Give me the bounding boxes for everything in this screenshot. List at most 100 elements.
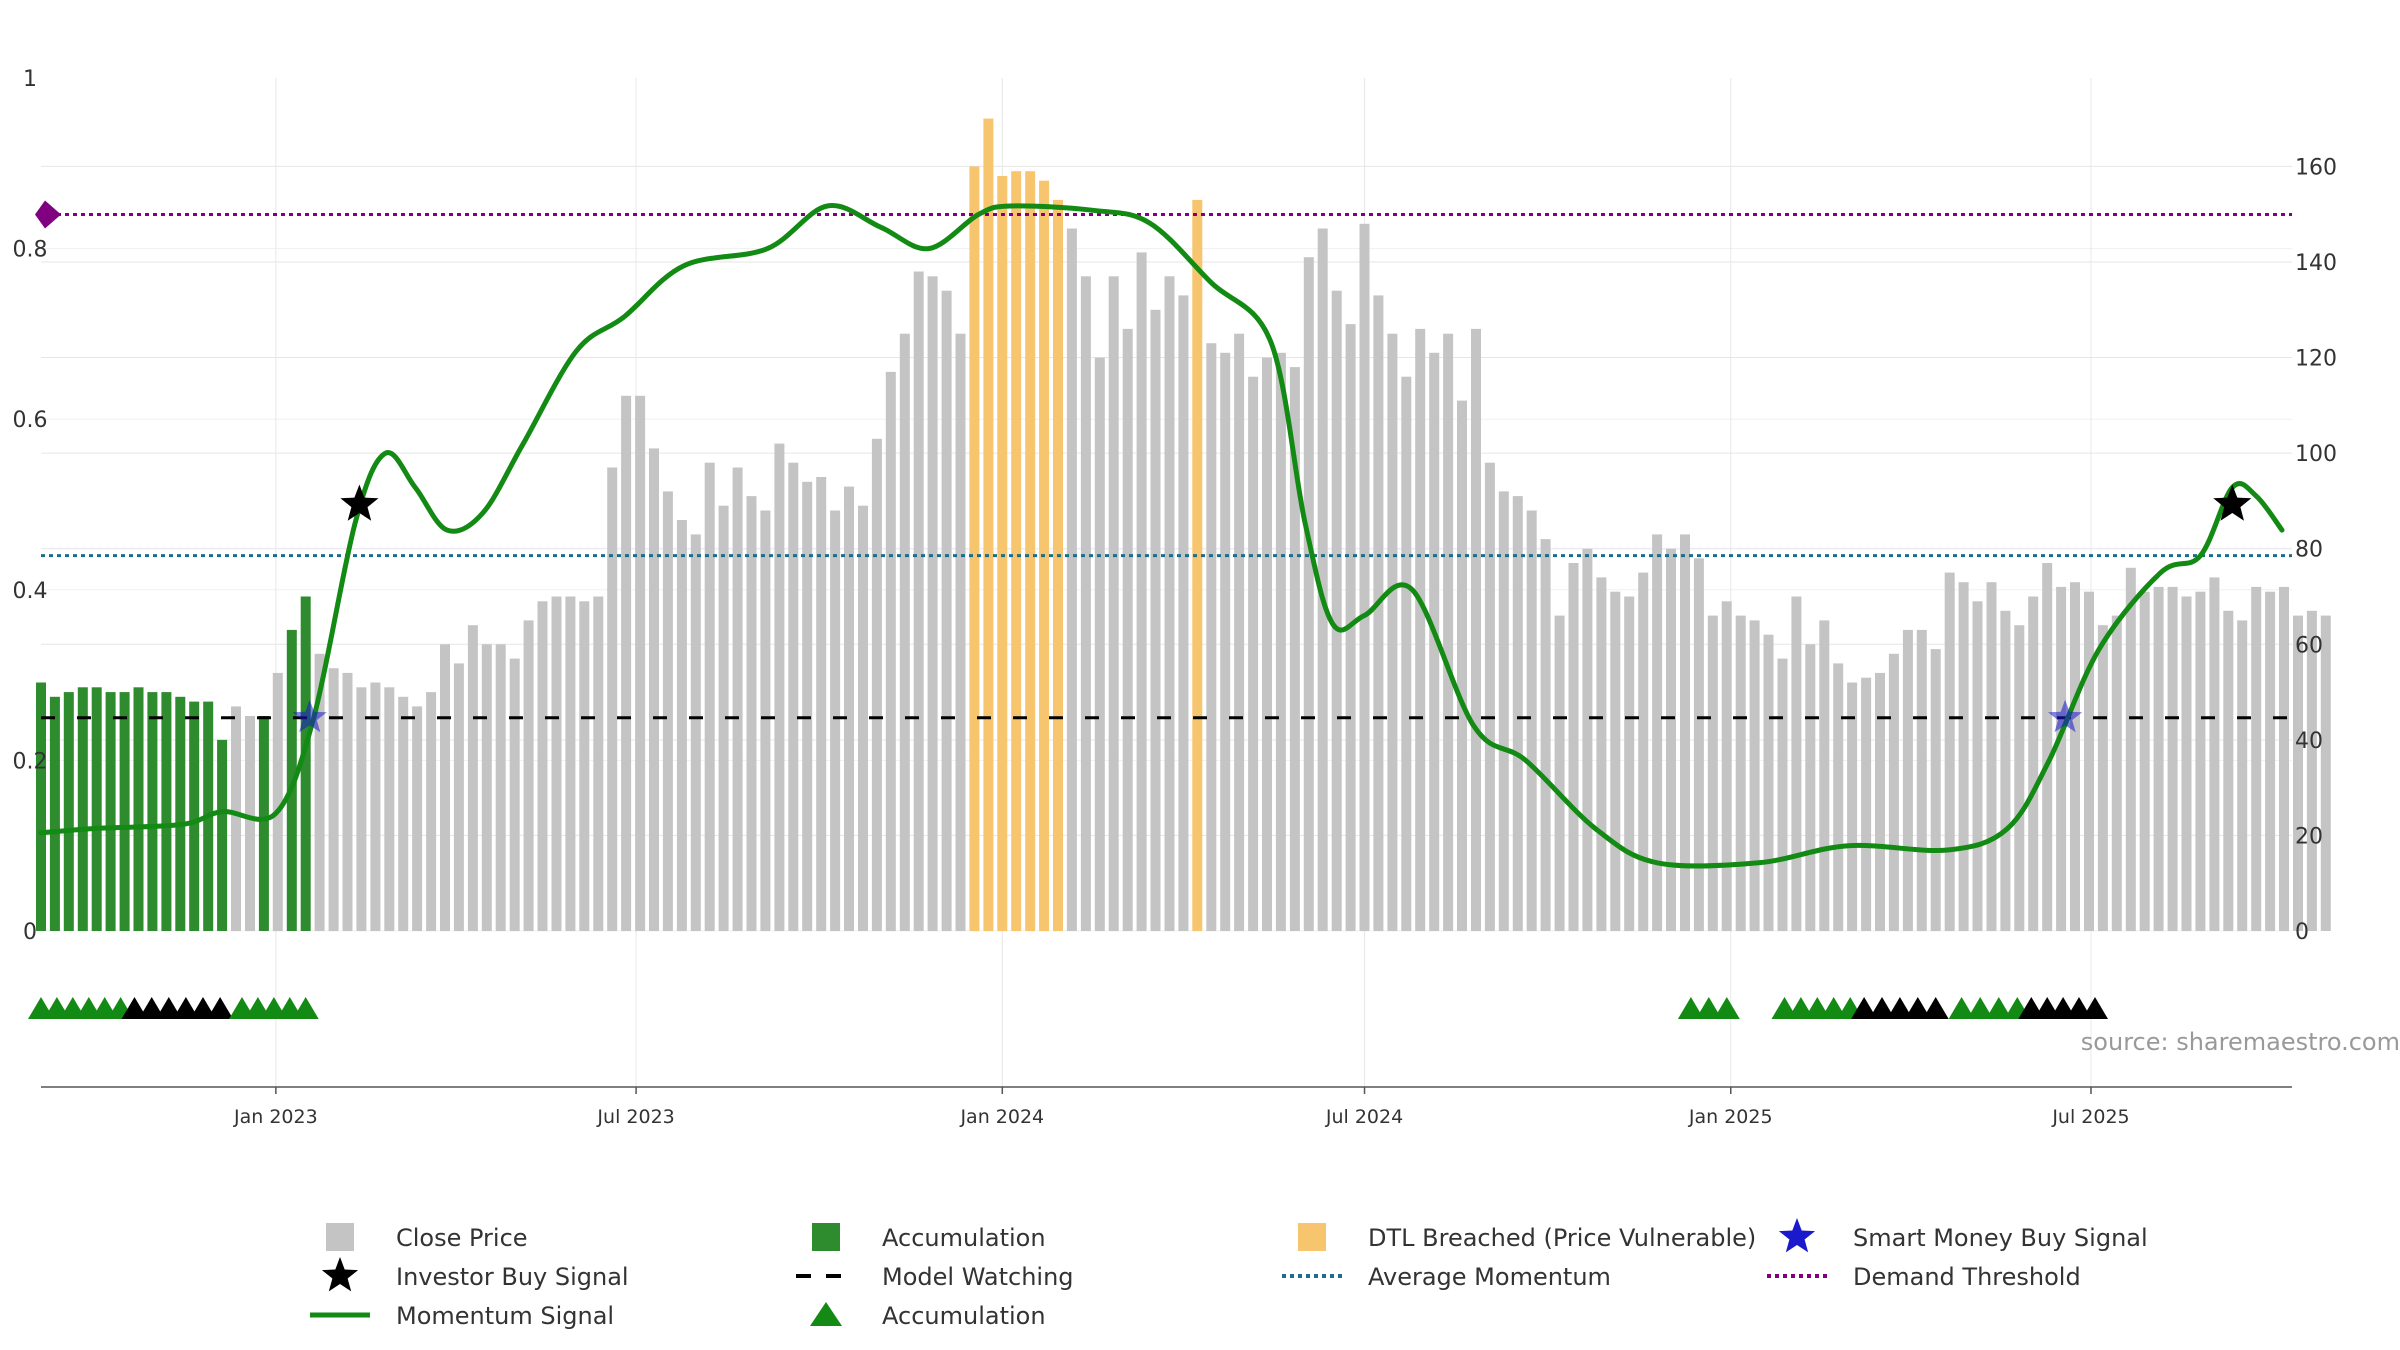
left-tick-label: 0 <box>23 920 37 945</box>
price-bar <box>662 491 673 931</box>
price-bar <box>272 672 283 931</box>
investor-buy-star-icon <box>340 484 379 521</box>
smart-money-star-icon <box>292 699 327 733</box>
investor-buy-star-icon <box>2213 484 2252 521</box>
price-bar <box>1150 309 1161 931</box>
axes: Jan 2023 Jul 2023 Jan 2024 Jul 2024 Jan 2025… <box>13 67 2338 1128</box>
price-bar <box>147 692 158 931</box>
price-bar <box>1248 376 1259 931</box>
accumulation-triangle-icon <box>1771 997 1798 1019</box>
price-bar <box>440 644 450 931</box>
price-bar <box>217 739 228 931</box>
price-bar <box>2111 615 2122 931</box>
price-bar <box>300 596 311 931</box>
price-bar <box>328 668 339 931</box>
price-bar <box>2056 586 2067 931</box>
price-bar <box>481 644 492 931</box>
right-tick-label: 60 <box>2295 633 2323 658</box>
price-bar <box>1164 276 1175 931</box>
price-bar <box>2279 586 2289 931</box>
accumulation-triangle-icon <box>1804 997 1831 1019</box>
price-bar <box>2306 610 2317 931</box>
price-bar <box>1944 572 1955 931</box>
price-bar <box>690 534 701 931</box>
x-tick-label: Jul 2023 <box>596 1106 674 1128</box>
price-bar <box>1721 601 1732 931</box>
price-bar <box>858 505 868 931</box>
price-bar <box>91 687 102 931</box>
momentum-signal-line <box>38 203 2285 869</box>
price-bar <box>2181 596 2192 931</box>
price-bar <box>718 505 729 931</box>
accumulation-triangle-icon <box>1820 997 1847 1019</box>
price-bar <box>551 596 562 931</box>
price-bar <box>2293 615 2303 931</box>
price-bar <box>49 696 60 931</box>
price-bar <box>2195 591 2206 931</box>
buy-signal-markers <box>292 484 2252 733</box>
price-bar <box>1833 663 1844 931</box>
right-tick-label: 80 <box>2295 538 2323 563</box>
price-bar <box>579 601 590 931</box>
price-bar <box>885 371 896 931</box>
price-bar <box>649 448 659 931</box>
left-tick-label: 0.8 <box>13 238 48 263</box>
price-bar <box>2153 586 2164 931</box>
price-bar <box>830 510 841 931</box>
price-bar <box>1624 596 1635 931</box>
left-tick-label: 0.4 <box>13 579 48 604</box>
price-bar <box>1777 658 1788 931</box>
accumulation-triangle-icon <box>121 997 148 1019</box>
price-bar <box>1429 352 1440 931</box>
accumulation-triangle-icon <box>1677 997 1704 1019</box>
legend-star-icon <box>321 1257 359 1292</box>
price-bar <box>509 658 520 931</box>
price-bar <box>1317 228 1328 931</box>
price-bar <box>635 395 646 931</box>
price-bar <box>1819 620 1830 931</box>
price-bar <box>732 467 743 931</box>
legend-square-icon <box>326 1223 354 1251</box>
price-bar <box>1443 333 1454 931</box>
price-bar <box>1540 539 1551 931</box>
price-bar <box>1401 376 1412 931</box>
price-bar <box>189 701 200 931</box>
accumulation-triangle-icon <box>2082 997 2108 1019</box>
right-tick-label: 0 <box>2295 920 2309 945</box>
legend-label: DTL Breached (Price Vulnerable) <box>1368 1224 1756 1252</box>
accumulation-triangle-icon <box>1967 997 1994 1019</box>
price-bar <box>245 716 255 931</box>
price-bar <box>746 496 757 931</box>
demand-threshold-marker <box>35 200 61 229</box>
legend: Close Price Investor Buy Signal Momentum S… <box>310 1218 2148 1330</box>
price-bar <box>412 706 423 931</box>
price-bar <box>1568 563 1579 931</box>
price-bar <box>119 692 130 931</box>
price-bar <box>1122 328 1133 931</box>
right-tick-label: 40 <box>2295 729 2323 754</box>
legend-label: Momentum Signal <box>396 1302 614 1330</box>
legend-triangle-icon <box>810 1302 842 1326</box>
accumulation-triangle-icon <box>155 997 182 1019</box>
price-bar <box>1373 295 1384 931</box>
price-bar <box>802 481 813 931</box>
price-bar <box>1735 615 1746 931</box>
left-tick-label: 1 <box>23 67 37 92</box>
price-bar <box>384 687 395 931</box>
price-bar <box>844 486 854 931</box>
price-bar <box>1861 677 1872 931</box>
price-bar <box>2167 586 2178 931</box>
price-bar <box>997 176 1008 931</box>
price-bar <box>2320 615 2331 931</box>
price-bar <box>286 629 297 931</box>
price-bar <box>1053 199 1063 931</box>
price-bar <box>1192 199 1203 931</box>
price-bar <box>1080 276 1091 931</box>
price-bar <box>1693 558 1704 931</box>
momentum-signal-series <box>38 203 2285 869</box>
price-bar <box>899 333 910 931</box>
price-bar <box>1958 582 1969 931</box>
accumulation-triangle-icon <box>292 997 319 1019</box>
price-bar <box>314 653 325 931</box>
price-bar <box>704 462 715 931</box>
